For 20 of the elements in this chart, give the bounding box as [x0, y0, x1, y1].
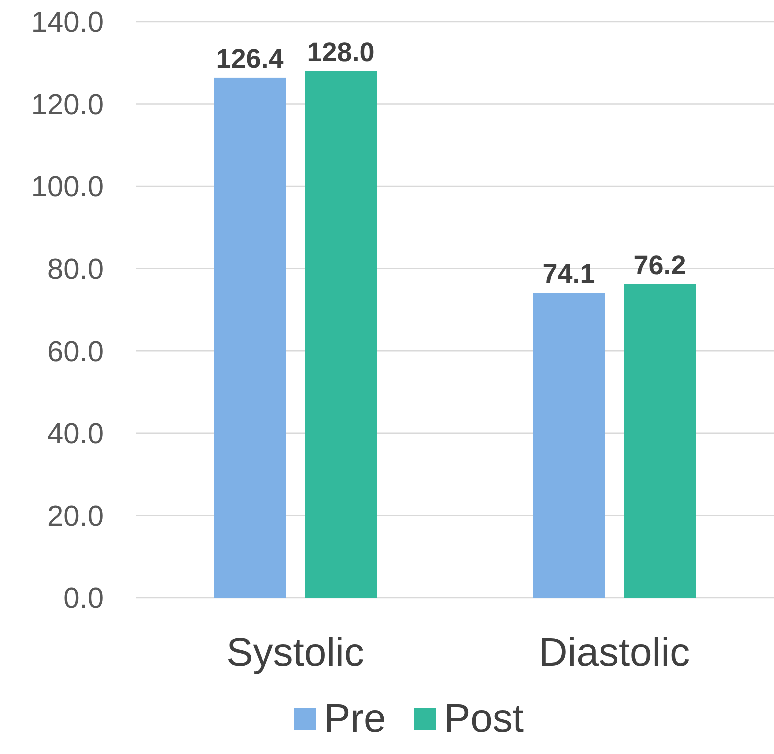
legend-label: Post: [444, 697, 524, 741]
bar: [214, 78, 286, 598]
bar: [533, 293, 605, 598]
data-label: 74.1: [542, 259, 596, 290]
data-label: 76.2: [634, 250, 686, 280]
y-tick-label: 60.0: [48, 336, 104, 368]
y-tick-label: 20.0: [48, 500, 104, 533]
data-label: 126.4: [216, 44, 284, 74]
data-label: 128.0: [307, 37, 375, 68]
x-tick-label: Systolic: [226, 631, 364, 675]
y-tick-label: 140.0: [31, 7, 104, 40]
y-tick-label: 120.0: [31, 89, 104, 122]
bar: [305, 71, 377, 598]
x-tick-label: Diastolic: [538, 631, 690, 675]
bar: [624, 284, 696, 598]
y-tick-label: 0.0: [64, 583, 104, 616]
y-tick-label: 40.0: [48, 418, 104, 451]
legend-label: Pre: [324, 697, 386, 741]
y-tick-label: 100.0: [31, 172, 104, 204]
y-tick-label: 80.0: [48, 254, 104, 286]
